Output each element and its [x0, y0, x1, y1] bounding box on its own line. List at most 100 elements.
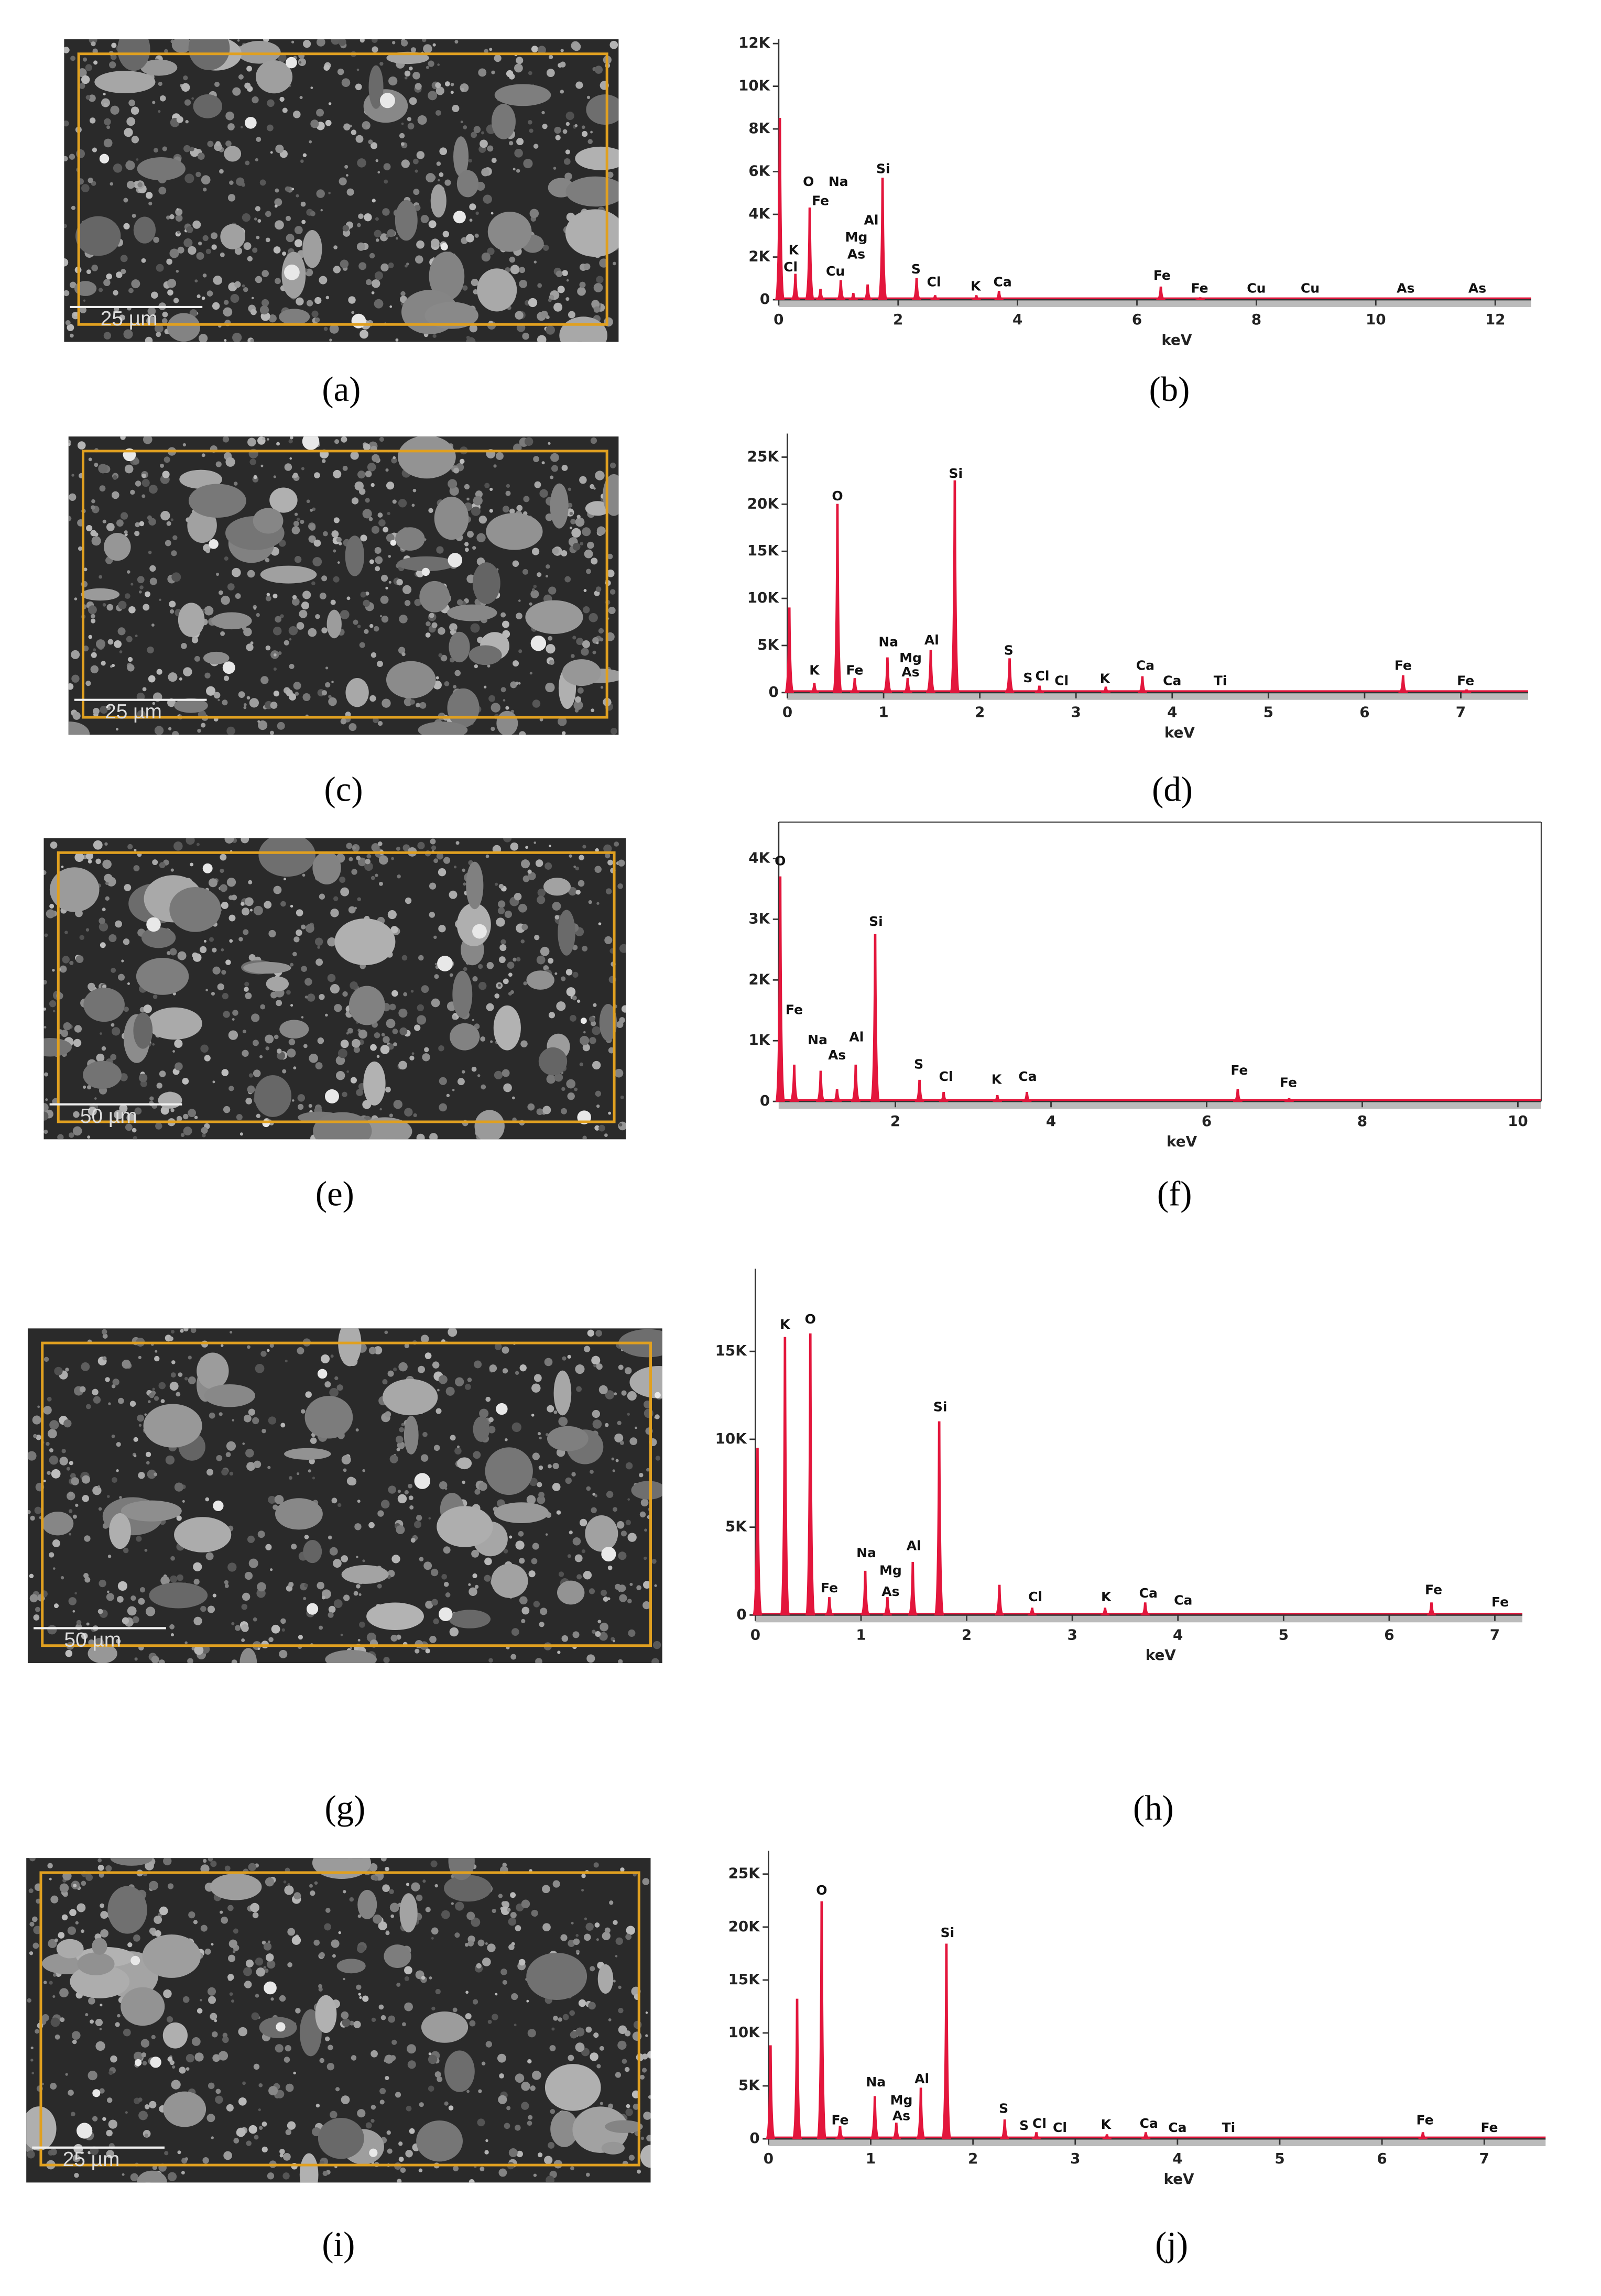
grain: [609, 462, 616, 468]
grain: [374, 299, 384, 309]
grain: [103, 332, 112, 340]
grain: [315, 614, 320, 619]
grain: [340, 1633, 343, 1636]
grain: [400, 291, 406, 297]
peak-label: Cl: [927, 274, 941, 289]
grain: [177, 246, 184, 254]
grain: [374, 1346, 383, 1354]
selection-frame: [39, 1871, 640, 2167]
particle: [243, 961, 291, 974]
grain: [266, 1953, 274, 1962]
grain: [169, 1624, 175, 1630]
y-tick-label: 20K: [747, 495, 780, 512]
grain: [280, 901, 286, 907]
grain: [68, 1597, 77, 1605]
grain: [625, 1462, 633, 1470]
grain: [106, 523, 115, 531]
grain: [257, 1647, 260, 1650]
grain: [584, 549, 593, 559]
particle: [313, 1112, 372, 1140]
grain: [573, 700, 583, 710]
grain: [594, 1922, 600, 1928]
grain: [486, 1003, 494, 1011]
panel-label: (a): [322, 370, 361, 409]
particle: [450, 1023, 480, 1051]
grain: [328, 1535, 332, 1540]
x-tick-label: 6: [1359, 704, 1369, 721]
grain: [593, 306, 601, 313]
grain: [633, 2103, 639, 2110]
grain: [253, 1460, 262, 1469]
peak-label: As: [892, 2108, 910, 2124]
grain: [232, 333, 242, 342]
grain: [379, 1108, 382, 1111]
grain: [212, 302, 220, 310]
particle: [357, 1889, 377, 1919]
grain: [224, 556, 228, 561]
grain: [404, 2002, 413, 2011]
grain: [117, 1581, 127, 1591]
grain: [620, 1095, 624, 1099]
grain: [465, 1991, 469, 1994]
axis-shadow: [768, 2139, 1546, 2146]
grain: [142, 687, 147, 692]
grain: [307, 993, 315, 1002]
grain: [565, 297, 570, 301]
grain: [428, 2054, 438, 2064]
grain: [648, 2095, 651, 2099]
grain: [363, 443, 371, 451]
grain: [287, 1883, 290, 1886]
grain: [474, 233, 479, 238]
grain: [292, 595, 297, 600]
grain: [89, 117, 96, 124]
spectrum-peak: [1005, 658, 1015, 693]
grain: [178, 1372, 183, 1377]
grain: [267, 1960, 276, 1969]
grain: [555, 135, 561, 140]
peak-label: K: [809, 662, 820, 677]
grain: [414, 1024, 421, 1031]
grain: [608, 2103, 614, 2109]
particle: [302, 229, 322, 268]
grain: [503, 1083, 512, 1092]
grain: [85, 2013, 89, 2017]
grain: [336, 537, 342, 543]
grain: [248, 954, 256, 961]
grain: [119, 650, 123, 653]
grain: [304, 996, 308, 999]
grain: [200, 1925, 208, 1932]
grain: [125, 2111, 128, 2114]
particle: [456, 903, 491, 947]
grain: [304, 978, 312, 986]
grain: [409, 1055, 415, 1060]
grain: [557, 1650, 561, 1654]
grain: [521, 2102, 529, 2110]
peak-label: Ca: [1136, 658, 1155, 673]
grain: [170, 1108, 175, 1112]
grain: [331, 681, 334, 683]
grain: [284, 1885, 294, 1895]
grain: [576, 999, 581, 1003]
grain: [285, 2045, 291, 2052]
grain: [96, 1053, 105, 1062]
grain: [398, 647, 406, 654]
grain: [542, 1106, 551, 1114]
grain: [116, 271, 123, 278]
grain: [49, 1420, 59, 1430]
grain: [605, 853, 611, 859]
bright-particle: [369, 2148, 378, 2157]
grain: [596, 1938, 599, 1941]
grain: [561, 550, 568, 557]
grain: [402, 2022, 406, 2027]
grain: [60, 1576, 64, 1580]
grain: [241, 1603, 248, 1610]
grain: [568, 2054, 574, 2061]
grain: [242, 1049, 249, 1057]
grain: [100, 1032, 102, 1035]
grain: [71, 2031, 81, 2040]
peak-label: Fe: [1191, 281, 1208, 296]
grain: [35, 2029, 40, 2034]
grain: [582, 640, 590, 648]
grain: [251, 1013, 260, 1022]
